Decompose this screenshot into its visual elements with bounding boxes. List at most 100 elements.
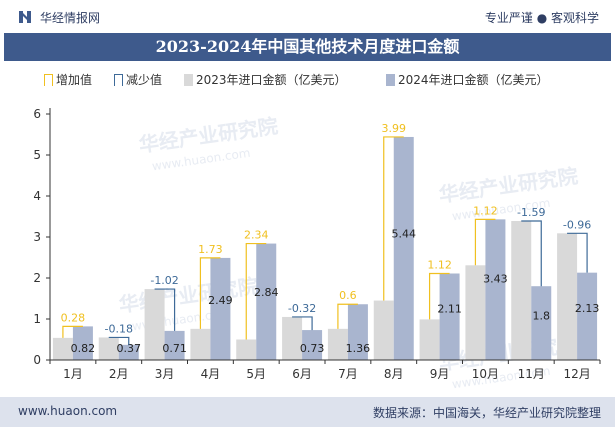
x-tick-label: 2月	[109, 367, 129, 381]
bar-2024	[256, 243, 277, 360]
bar-value-label: 0.71	[162, 342, 187, 355]
bar-value-label: 5.44	[392, 227, 417, 240]
bar-2023	[236, 339, 257, 360]
brand-name: 华经情报网	[40, 11, 101, 25]
bar-value-label: 3.43	[483, 273, 508, 286]
legend-swatch-increase	[44, 74, 53, 86]
x-tick-label: 10月	[472, 367, 499, 381]
tagline: 专业严谨 ● 客观科学	[484, 11, 599, 25]
x-tick-label: 12月	[563, 367, 590, 381]
change-label: -1.02	[150, 274, 178, 287]
bar-2024	[72, 326, 93, 360]
bar-2023	[419, 319, 440, 360]
change-label: 1.73	[198, 243, 223, 256]
y-tick-label: 1	[33, 312, 41, 326]
footer: www.huaon.com 数据来源：中国海关，华经产业研究院整理	[0, 397, 615, 427]
change-label: 1.12	[473, 204, 498, 217]
x-axis: 1月 2月 3月 4月 5月 6月 7月 8月 9月 10月 11月 12月	[49, 359, 601, 381]
legend-label-2023: 2023年进口金额（亿美元）	[196, 73, 347, 87]
increase-bracket	[428, 272, 450, 320]
footer-source: 数据来源：中国海关，华经产业研究院整理	[372, 406, 601, 420]
chart-title: 2023-2024年中国其他技术月度进口金额	[4, 33, 611, 61]
y-tick-label: 0	[33, 353, 41, 367]
bar-2024	[302, 330, 323, 360]
legend-label-2024: 2024年进口金额（亿美元）	[398, 73, 549, 87]
bar-value-label: 1.36	[346, 342, 371, 355]
bar-2024	[393, 136, 414, 360]
bar-value-label: 0.82	[71, 342, 96, 355]
x-tick-label: 9月	[430, 367, 450, 381]
bar-value-label: 0.73	[300, 342, 325, 355]
legend-item-decrease: 减少值	[114, 71, 162, 88]
bar-2024	[485, 219, 506, 360]
bar-2024	[531, 286, 552, 360]
bar-value-label: 2.13	[575, 302, 600, 315]
x-tick-label: 11月	[518, 367, 545, 381]
bar-2023	[465, 265, 486, 360]
decrease-bracket	[292, 316, 313, 331]
increase-bracket	[383, 136, 404, 301]
decrease-bracket	[567, 232, 588, 273]
decrease-bracket	[154, 288, 176, 331]
footer-site: www.huaon.com	[18, 404, 118, 418]
x-tick-label: 7月	[338, 367, 358, 381]
x-tick-label: 8月	[384, 367, 404, 381]
change-label: 2.34	[244, 229, 269, 242]
bars-layer: 0.82 0.28 0.37 -0.18 0.71 -1.02 2.49 1.73 2.84 2.…	[52, 122, 600, 360]
change-label: 0.28	[61, 311, 86, 324]
bar-2023	[52, 337, 73, 360]
bar-value-label: 2.84	[254, 286, 279, 299]
x-tick-label: 4月	[201, 367, 221, 381]
decrease-bracket	[521, 220, 542, 287]
bar-2024	[210, 257, 231, 360]
bar-2023	[511, 221, 532, 360]
bar-2024	[118, 344, 139, 360]
change-label: -0.18	[105, 322, 133, 335]
bar-2023	[373, 300, 394, 360]
bar-chart: 华经产业研究院www.huaon.com华经产业研究院www.huaon.com…	[33, 107, 601, 391]
increase-bracket	[337, 303, 358, 329]
bar-value-label: 0.37	[117, 342, 142, 355]
watermark-text: 华经产业研究院	[137, 114, 279, 157]
bar-value-label: 2.49	[208, 294, 233, 307]
y-tick-label: 5	[33, 148, 41, 162]
change-label: -1.59	[517, 206, 545, 219]
legend-swatch-2023	[184, 74, 193, 86]
bar-2023	[327, 328, 348, 360]
increase-bracket	[62, 325, 83, 338]
legend-item-2023: 2023年进口金额（亿美元）	[184, 71, 347, 88]
increase-bracket	[199, 257, 221, 329]
y-tick-label: 4	[33, 189, 41, 203]
watermark-text: 华经产业研究院	[437, 164, 579, 207]
legend-label-increase: 增加值	[56, 73, 93, 87]
bar-2023	[282, 316, 303, 360]
change-label: 3.99	[382, 122, 407, 135]
watermark-text: 华经产业研究院	[117, 274, 259, 317]
change-label: -0.32	[288, 302, 316, 315]
bar-2023	[557, 233, 578, 360]
decrease-bracket	[108, 336, 130, 345]
legend-item-2024: 2024年进口金额（亿美元）	[386, 71, 549, 88]
bar-value-label: 2.11	[437, 302, 462, 315]
x-tick-label: 3月	[155, 367, 175, 381]
change-label: 1.12	[427, 258, 452, 271]
legend-item-increase: 增加值	[44, 71, 92, 88]
x-tick-label: 5月	[246, 367, 266, 381]
x-tick-label: 6月	[292, 367, 312, 381]
change-label: -0.96	[563, 218, 591, 231]
legend-swatch-decrease	[114, 74, 123, 86]
bar-2023	[98, 337, 119, 360]
y-tick-label: 3	[33, 230, 41, 244]
y-axis: 0 1 2 3 4 5 6	[33, 107, 51, 367]
change-label: 0.6	[339, 289, 357, 302]
increase-bracket	[245, 242, 267, 340]
bar-value-label: 1.8	[533, 309, 551, 322]
y-tick-label: 6	[33, 107, 41, 121]
bar-2023	[190, 328, 211, 360]
huajing-logo-icon	[19, 11, 31, 23]
bar-2024	[577, 272, 598, 360]
bar-2024	[439, 273, 460, 360]
y-tick-label: 2	[33, 271, 41, 285]
top-bar: 华经情报网 专业严谨 ● 客观科学	[0, 0, 615, 32]
legend-swatch-2024	[386, 74, 395, 86]
